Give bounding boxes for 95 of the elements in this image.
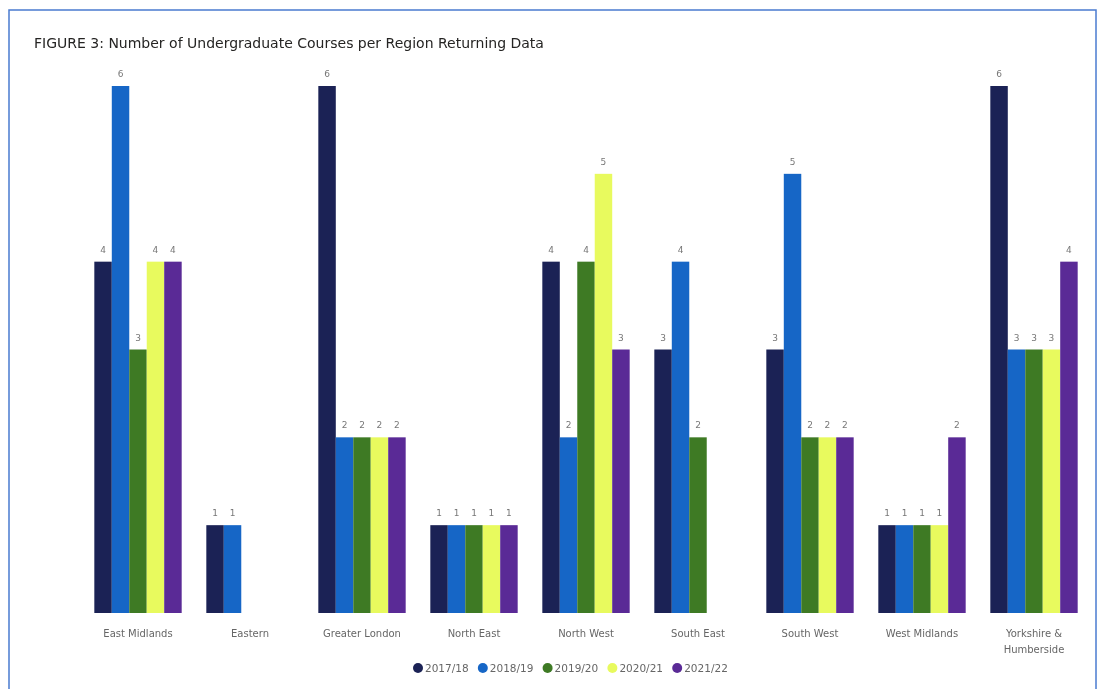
data-label: 3 — [618, 332, 624, 343]
bar — [801, 437, 819, 613]
data-label: 4 — [583, 244, 590, 255]
bar — [500, 525, 518, 613]
data-label: 1 — [229, 508, 236, 519]
x-tick-label: North East — [447, 628, 501, 639]
bar — [990, 86, 1008, 613]
data-label: 1 — [471, 508, 477, 519]
chart-title: FIGURE 3: Number of Undergraduate Courses per Region Returning Data — [34, 35, 544, 51]
bar — [594, 173, 613, 613]
x-tick-label: Yorkshire & Humberside — [1003, 628, 1065, 655]
data-label: 1 — [436, 508, 442, 519]
bar — [559, 437, 578, 613]
data-label: 2 — [954, 420, 960, 431]
data-label: 2 — [359, 420, 365, 431]
bar — [612, 349, 630, 613]
data-label: 1 — [488, 508, 495, 519]
data-label: 6 — [996, 69, 1003, 79]
data-label: 3 — [660, 332, 666, 343]
data-label: 5 — [600, 156, 607, 167]
data-label: 6 — [324, 69, 331, 79]
x-tick-label: Eastern — [230, 628, 270, 639]
bar — [577, 261, 595, 613]
data-label: 2 — [824, 420, 831, 431]
data-label: 1 — [506, 508, 512, 519]
data-label: 1 — [884, 508, 890, 519]
data-label: 4 — [1066, 244, 1073, 255]
bar — [1042, 349, 1061, 613]
bar — [542, 261, 560, 613]
bar — [1060, 261, 1078, 613]
bar — [94, 261, 112, 613]
data-label: 4 — [152, 244, 159, 255]
data-label: 3 — [135, 332, 141, 343]
bar — [318, 86, 336, 613]
data-label: 3 — [1048, 332, 1055, 343]
bar — [689, 437, 707, 613]
legend-label: 2018/19 — [489, 662, 534, 674]
data-label: 3 — [1031, 332, 1037, 343]
bar — [129, 349, 147, 613]
legend-label: 2019/20 — [554, 662, 599, 674]
data-label: 2 — [565, 420, 572, 431]
bar — [465, 525, 483, 613]
bar — [146, 261, 165, 613]
bar — [671, 261, 690, 613]
data-label: 2 — [341, 420, 348, 431]
x-tick-label: East Midlands — [103, 628, 173, 639]
data-label: 1 — [919, 508, 925, 519]
data-label: 4 — [170, 244, 177, 255]
bar — [836, 437, 854, 613]
data-label: 2 — [695, 420, 701, 431]
bar — [948, 437, 966, 613]
bar — [388, 437, 406, 613]
data-label: 5 — [789, 156, 796, 167]
data-label: 3 — [772, 332, 778, 343]
bar — [430, 525, 448, 613]
bar — [111, 86, 130, 613]
bar — [783, 173, 802, 613]
bar — [370, 437, 389, 613]
data-label: 4 — [100, 244, 107, 255]
x-tick-label: South West — [781, 628, 839, 639]
bar — [164, 261, 182, 613]
legend-label: 2017/18 — [425, 662, 469, 674]
bar — [1025, 349, 1043, 613]
bar — [895, 525, 914, 613]
data-label: 2 — [842, 420, 848, 431]
x-tick-label: South East — [671, 628, 725, 639]
bar — [482, 525, 501, 613]
bar — [447, 525, 466, 613]
bar — [930, 525, 949, 613]
data-label: 2 — [376, 420, 383, 431]
bar — [878, 525, 896, 613]
legend-label: 2021/22 — [684, 662, 728, 674]
bar — [223, 525, 242, 613]
bar — [766, 349, 784, 613]
bar — [1007, 349, 1026, 613]
data-label: 6 — [117, 69, 124, 79]
data-label: 4 — [548, 244, 555, 255]
data-label: 1 — [901, 508, 908, 519]
bar — [335, 437, 354, 613]
data-label: 1 — [212, 508, 218, 519]
data-label: 3 — [1013, 332, 1020, 343]
x-tick-label: West Midlands — [885, 628, 959, 639]
legend-label: 2020/21 — [619, 662, 664, 674]
bar — [913, 525, 931, 613]
data-label: 4 — [677, 244, 684, 255]
data-label: 2 — [807, 420, 813, 431]
x-tick-label: North West — [558, 628, 614, 639]
data-label: 1 — [453, 508, 460, 519]
bar — [353, 437, 371, 613]
data-label: 1 — [936, 508, 943, 519]
bar — [818, 437, 837, 613]
bar — [654, 349, 672, 613]
data-label: 2 — [394, 420, 400, 431]
x-tick-label: Greater London — [323, 628, 401, 639]
bar — [206, 525, 224, 613]
